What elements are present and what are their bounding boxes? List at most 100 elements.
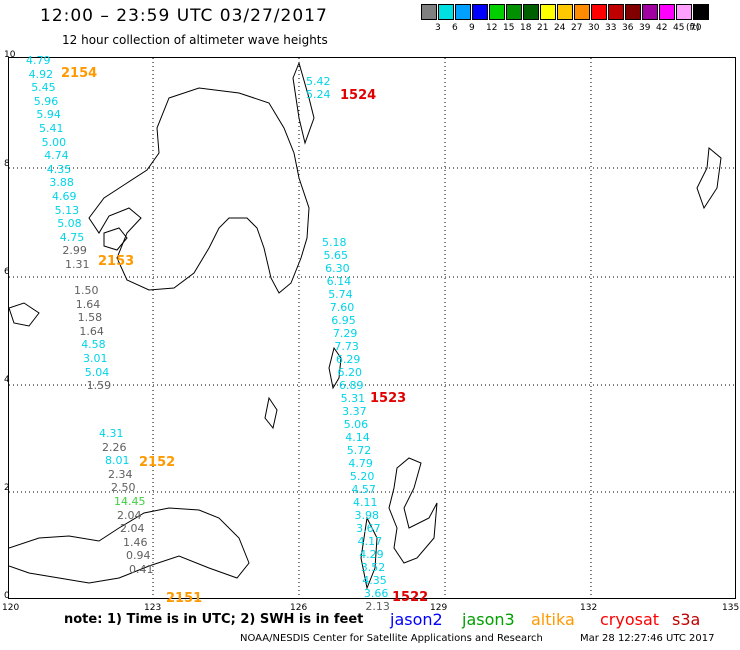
scale-swatch: [591, 4, 607, 20]
scale-swatch: [438, 4, 454, 20]
longitude-label: 126: [290, 603, 308, 613]
wave-height-value: 5.13: [54, 203, 80, 217]
wave-height-value: 5.20: [349, 470, 375, 483]
wave-height-value: 5.96: [33, 94, 59, 108]
satellite-legend-entry: jason3: [462, 610, 515, 629]
satellite-legend-entry: altika: [531, 610, 575, 629]
wave-height-value: 5.42: [306, 75, 331, 88]
satellite-legend-entry: cryosat: [600, 610, 660, 629]
latitude-label: 8: [4, 159, 10, 169]
scale-label: 3: [435, 23, 441, 33]
scale-swatch: [642, 4, 658, 20]
scale-swatch: [557, 4, 573, 20]
wave-height-value: 4.11: [353, 496, 378, 509]
longitude-label: 120: [2, 603, 20, 613]
wave-height-value: 4.29: [359, 548, 384, 561]
scale-label: 9: [469, 23, 475, 33]
wave-height-value: 5.45: [31, 81, 56, 95]
wave-height-value: 5.65: [323, 249, 349, 262]
latitude-label: 2: [4, 483, 10, 493]
latitude-label: 6: [4, 267, 10, 277]
map-panel: [8, 57, 736, 599]
wave-height-value: 4.17: [357, 535, 383, 548]
scale-swatch: [693, 4, 709, 20]
wave-height-value: 6.14: [326, 275, 352, 288]
wave-height-value: 0.41: [129, 563, 154, 576]
grid-lines: [9, 58, 735, 598]
wave-height-value: 4.74: [44, 149, 69, 163]
wave-height-value: 2.04: [120, 522, 145, 536]
wave-height-value: 3.37: [342, 405, 367, 418]
scale-label: 36: [622, 23, 634, 33]
longitude-label: 135: [722, 603, 740, 613]
scale-swatch: [472, 4, 488, 20]
map-title: 12:00 – 23:59 UTC 03/27/2017: [40, 6, 328, 26]
wave-height-value: 5.74: [328, 288, 353, 301]
scale-swatch: [608, 4, 624, 20]
wave-height-value: 2.13: [365, 600, 390, 613]
scale-label: 18: [520, 23, 532, 33]
wave-height-value: 6.95: [331, 314, 356, 327]
wave-height-value: 0.94: [126, 549, 151, 563]
wave-height-value: 7.60: [329, 301, 355, 314]
satellite-legend-entry: s3a: [672, 610, 701, 629]
scale-swatch: [489, 4, 505, 20]
wave-height-value: 5.24: [306, 88, 331, 101]
wave-height-value: 6.30: [325, 262, 350, 275]
wave-height-value: 1.64: [75, 297, 101, 311]
scale-swatch: [659, 4, 675, 20]
wave-height-value: 4.69: [52, 190, 77, 203]
wave-height-value: 3.88: [49, 176, 74, 190]
wave-height-value: 4.79: [348, 457, 373, 470]
wave-height-value: 7.29: [332, 327, 358, 340]
latitude-label: 10: [4, 50, 16, 60]
scale-label: 21: [537, 23, 549, 33]
generated-timestamp: Mar 28 12:27:46 UTC 2017: [580, 633, 715, 644]
scale-label: 15: [503, 23, 515, 33]
scale-swatch: [421, 4, 437, 20]
scale-label: 39: [639, 23, 651, 33]
wave-height-value: 14.45: [114, 495, 146, 508]
scale-unit-label: (ft): [686, 23, 700, 33]
wave-height-value: 4.31: [99, 427, 124, 440]
scale-label: 33: [605, 23, 617, 33]
wave-height-value: 2.04: [117, 508, 142, 522]
wave-height-value: 1.59: [86, 379, 112, 393]
scale-label: 27: [571, 23, 583, 33]
pass-id-label: 1524: [340, 88, 377, 103]
wave-height-value: 4.14: [345, 431, 370, 444]
wave-height-value: 5.08: [57, 217, 82, 231]
coastlines: [9, 61, 722, 590]
wave-height-value: 2.34: [108, 467, 133, 481]
wave-height-value: 5.18: [322, 236, 347, 249]
wave-height-value: 5.94: [36, 108, 61, 122]
wave-height-value: 6.20: [337, 366, 363, 379]
wave-height-value: 4.58: [81, 338, 106, 352]
wave-height-value: 5.06: [343, 418, 369, 431]
latitude-label: 0: [4, 591, 10, 601]
scale-label: 24: [554, 23, 566, 33]
longitude-label: 123: [144, 603, 162, 613]
scale-label: 45: [673, 23, 685, 33]
wave-height-value: 8.01: [105, 454, 130, 468]
scale-label: 6: [452, 23, 458, 33]
wave-height-value: 2.26: [102, 440, 127, 454]
wave-height-value: 3.66: [363, 587, 389, 600]
wave-height-value: 1.31: [65, 258, 90, 271]
wave-height-value: 1.46: [123, 535, 148, 549]
scale-label: 30: [588, 23, 600, 33]
scale-swatch: [625, 4, 641, 20]
wave-height-value: 2.50: [111, 481, 136, 495]
wave-height-value: 4.92: [28, 67, 54, 81]
wave-height-value: 6.29: [335, 353, 361, 366]
scale-label: 42: [656, 23, 668, 33]
wave-height-value: 5.41: [39, 122, 64, 135]
pass-id-label: 2153: [98, 254, 135, 269]
wave-height-value: 1.58: [77, 311, 103, 325]
latitude-label: 4: [4, 375, 10, 385]
scale-swatch: [574, 4, 590, 20]
footer-note: note: 1) Time is in UTC; 2) SWH is in fe…: [64, 612, 364, 627]
pass-id-label: 2152: [139, 455, 176, 470]
satellite-legend-entry: jason2: [390, 610, 443, 629]
wave-height-value: 3.52: [360, 561, 386, 574]
